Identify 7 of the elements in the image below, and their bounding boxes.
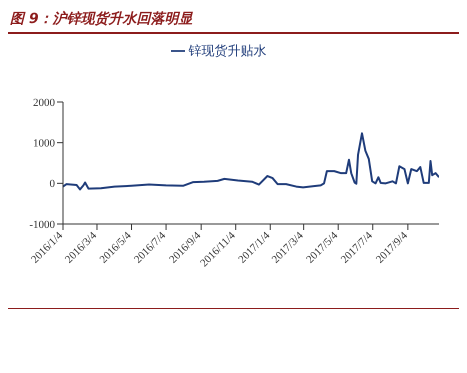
y-tick-label: 2000 xyxy=(33,96,56,109)
y-tick-label: 0 xyxy=(50,178,56,190)
line-series xyxy=(63,132,439,190)
chart-title: 图 9：沪锌现货升水回落明显 xyxy=(8,8,459,34)
y-tick-label: -1000 xyxy=(29,218,56,231)
legend-label: 锌现货升贴水 xyxy=(188,44,266,59)
y-tick-label: 1000 xyxy=(33,138,56,150)
